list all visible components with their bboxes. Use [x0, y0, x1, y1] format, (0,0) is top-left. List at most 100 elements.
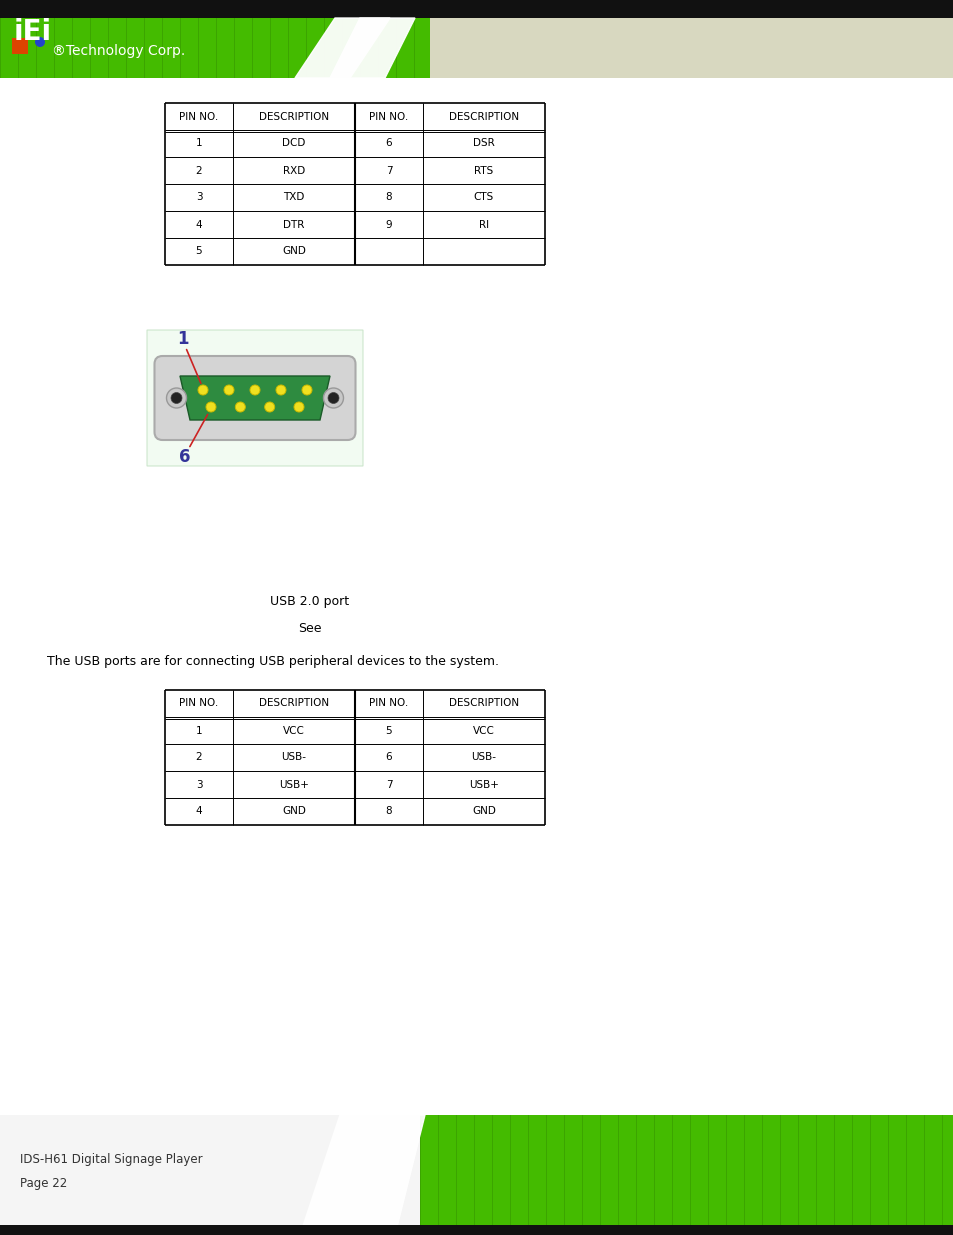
Bar: [90, 19, 91, 78]
Bar: [233, 103, 355, 130]
Bar: [165, 690, 233, 718]
Bar: [306, 19, 307, 78]
Bar: [707, 1115, 709, 1235]
Text: 4: 4: [195, 220, 202, 230]
Bar: [252, 19, 253, 78]
Bar: [355, 743, 422, 771]
Bar: [215, 19, 217, 78]
Text: 7: 7: [385, 165, 392, 175]
Polygon shape: [330, 19, 415, 78]
Text: 1: 1: [176, 330, 188, 348]
Bar: [233, 690, 355, 718]
Bar: [324, 19, 325, 78]
Circle shape: [275, 385, 286, 395]
Text: USB 2.0 port: USB 2.0 port: [270, 595, 349, 608]
Text: 5: 5: [195, 247, 202, 257]
Bar: [233, 19, 235, 78]
Bar: [527, 1115, 529, 1235]
Text: 6: 6: [178, 448, 190, 466]
Bar: [108, 19, 110, 78]
Bar: [725, 1115, 727, 1235]
Circle shape: [323, 388, 343, 408]
Bar: [355, 690, 422, 718]
Circle shape: [206, 403, 215, 412]
Polygon shape: [299, 1115, 395, 1235]
Text: GND: GND: [282, 247, 306, 257]
Circle shape: [328, 393, 338, 404]
Bar: [636, 1115, 637, 1235]
Circle shape: [294, 403, 304, 412]
Bar: [510, 1115, 511, 1235]
Bar: [422, 798, 544, 825]
Circle shape: [302, 385, 312, 395]
Bar: [36, 19, 37, 78]
Text: RXD: RXD: [283, 165, 305, 175]
Bar: [198, 19, 199, 78]
Bar: [165, 798, 233, 825]
Bar: [422, 238, 544, 266]
Bar: [165, 718, 233, 743]
Bar: [923, 1115, 924, 1235]
Text: 2: 2: [195, 165, 202, 175]
Text: GND: GND: [472, 806, 496, 816]
Bar: [18, 19, 19, 78]
Bar: [233, 184, 355, 211]
Polygon shape: [339, 1115, 424, 1235]
Bar: [233, 743, 355, 771]
Bar: [581, 1115, 583, 1235]
Bar: [743, 1115, 744, 1235]
Text: USB-: USB-: [281, 752, 306, 762]
Bar: [233, 798, 355, 825]
Bar: [355, 718, 422, 743]
Text: The USB ports are for connecting USB peripheral devices to the system.: The USB ports are for connecting USB per…: [47, 655, 498, 668]
Bar: [165, 743, 233, 771]
Text: 8: 8: [385, 193, 392, 203]
Bar: [355, 238, 422, 266]
Circle shape: [264, 403, 274, 412]
Bar: [288, 19, 289, 78]
Bar: [422, 211, 544, 238]
Text: See: See: [298, 622, 321, 635]
Circle shape: [224, 385, 233, 395]
Bar: [165, 211, 233, 238]
Text: DESCRIPTION: DESCRIPTION: [258, 111, 329, 121]
Bar: [12, 38, 28, 54]
Text: 1: 1: [195, 138, 202, 148]
Bar: [233, 238, 355, 266]
Text: DESCRIPTION: DESCRIPTION: [449, 111, 518, 121]
Text: 9: 9: [385, 220, 392, 230]
Polygon shape: [180, 375, 330, 420]
Bar: [162, 19, 163, 78]
Bar: [165, 157, 233, 184]
Text: PIN NO.: PIN NO.: [179, 111, 218, 121]
Text: USB+: USB+: [279, 779, 309, 789]
Bar: [492, 1115, 493, 1235]
Bar: [422, 130, 544, 157]
Text: DSR: DSR: [473, 138, 495, 148]
Bar: [165, 130, 233, 157]
Bar: [422, 690, 544, 718]
Text: VCC: VCC: [473, 725, 495, 736]
Bar: [270, 19, 272, 78]
Text: 3: 3: [195, 193, 202, 203]
Bar: [0, 0, 953, 19]
Bar: [422, 771, 544, 798]
Text: DESCRIPTION: DESCRIPTION: [449, 699, 518, 709]
Circle shape: [235, 403, 245, 412]
Text: iEi: iEi: [14, 19, 52, 46]
Text: DCD: DCD: [282, 138, 305, 148]
Bar: [377, 19, 379, 78]
Text: 1: 1: [195, 725, 202, 736]
Text: PIN NO.: PIN NO.: [179, 699, 218, 709]
Bar: [456, 1115, 457, 1235]
Bar: [233, 771, 355, 798]
Bar: [0, 1115, 430, 1235]
Text: 2: 2: [195, 752, 202, 762]
Bar: [430, 19, 953, 78]
Bar: [689, 1115, 691, 1235]
Bar: [355, 771, 422, 798]
Bar: [165, 238, 233, 266]
Bar: [165, 103, 233, 130]
Bar: [599, 1115, 601, 1235]
Bar: [180, 19, 181, 78]
